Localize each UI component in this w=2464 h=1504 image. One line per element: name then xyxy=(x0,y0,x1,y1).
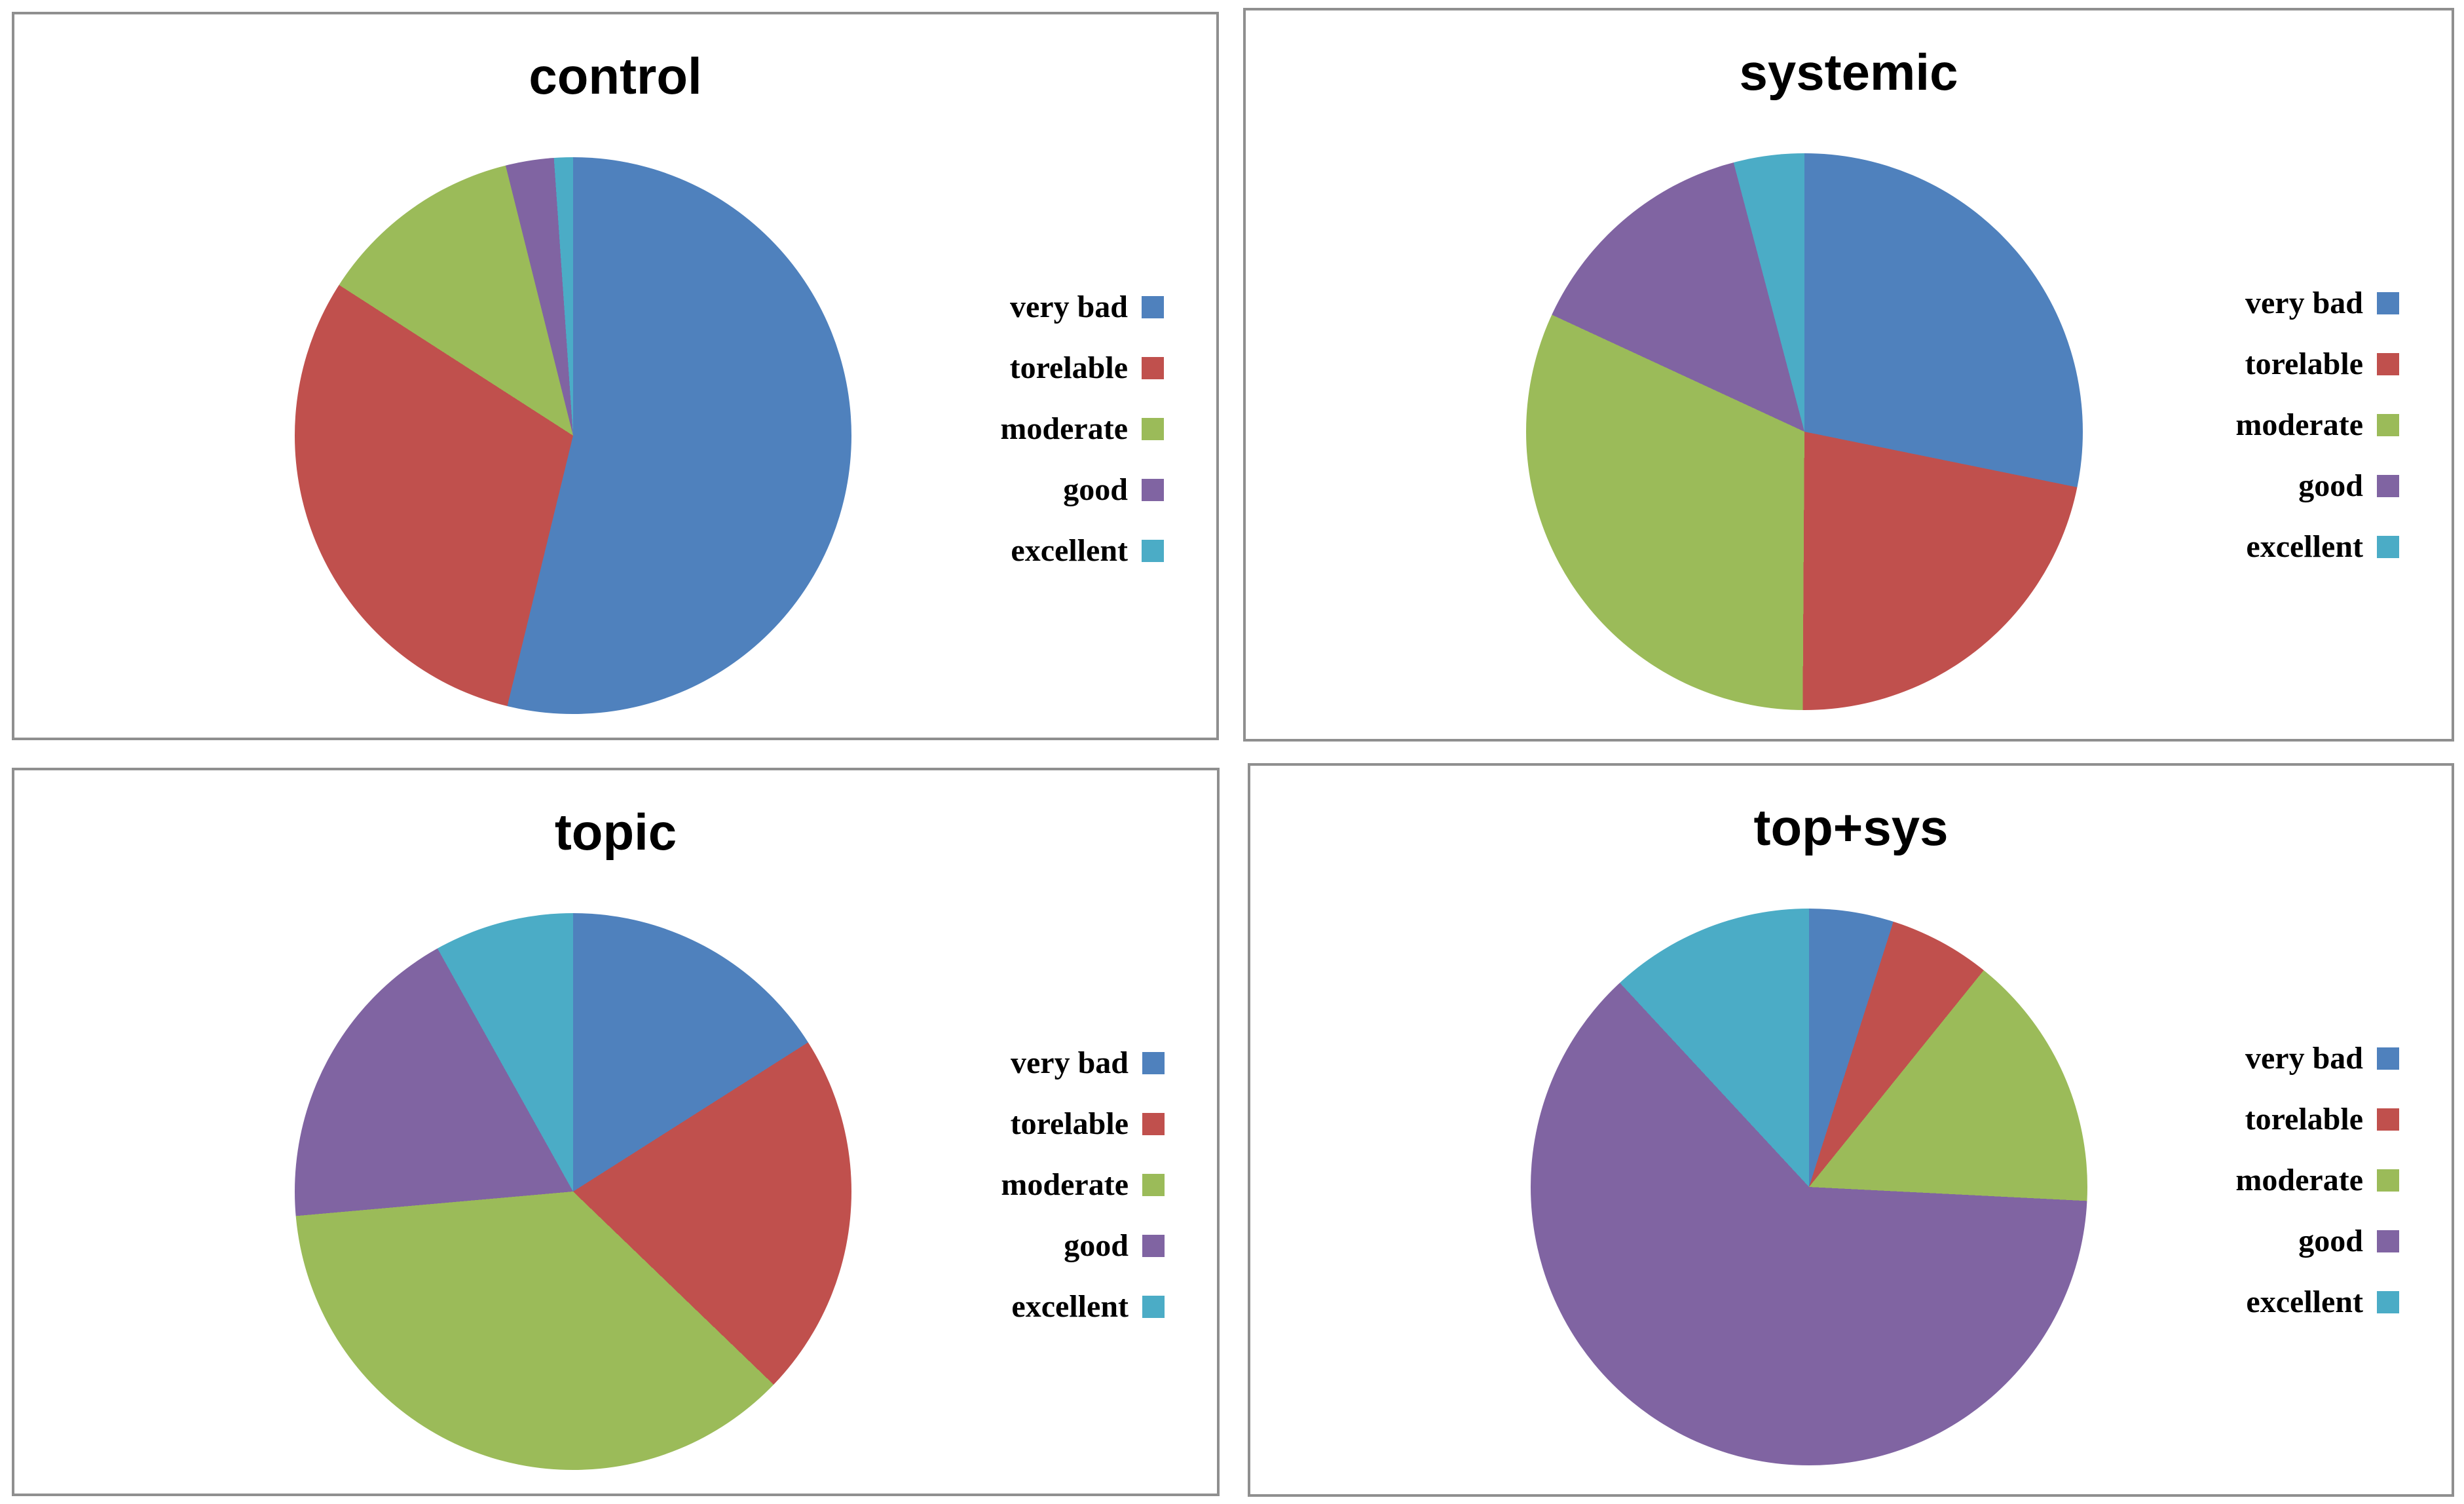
legend-color-swatch-icon xyxy=(2377,353,2399,375)
legend-label: excellent xyxy=(1011,1289,1129,1324)
legend-color-swatch-icon xyxy=(1142,296,1164,318)
legend-item: moderate xyxy=(2235,1163,2399,1197)
legend-item: moderate xyxy=(1000,411,1164,446)
legend-label: moderate xyxy=(2235,1163,2363,1197)
legend-color-swatch-icon xyxy=(1142,540,1164,562)
legend-color-swatch-icon xyxy=(2377,414,2399,436)
legend-color-swatch-icon xyxy=(2377,292,2399,314)
legend-color-swatch-icon xyxy=(1142,1235,1165,1257)
legend-label: very bad xyxy=(2245,1041,2363,1076)
legend-label: moderate xyxy=(2235,407,2363,442)
chart-title: control xyxy=(529,47,702,105)
legend-color-swatch-icon xyxy=(2377,536,2399,558)
legend-item: very bad xyxy=(2235,1041,2399,1076)
legend-color-swatch-icon xyxy=(1142,1296,1165,1318)
legend-item: good xyxy=(1000,472,1164,507)
legend-label: torelable xyxy=(2245,1102,2363,1137)
chart-title: systemic xyxy=(1739,43,1958,101)
legend-label: moderate xyxy=(1001,1167,1129,1202)
legend: very bad torelable moderate good excelle… xyxy=(1000,290,1164,601)
chart-title: top+sys xyxy=(1753,799,1949,856)
legend-color-swatch-icon xyxy=(2377,1169,2399,1192)
legend-color-swatch-icon xyxy=(1142,1174,1165,1196)
legend: very bad torelable moderate good excelle… xyxy=(2235,1041,2399,1352)
pie-chart xyxy=(1531,909,2087,1465)
legend-item: torelable xyxy=(2235,1102,2399,1137)
legend-color-swatch-icon xyxy=(2377,475,2399,497)
legend-item: excellent xyxy=(2235,529,2399,564)
legend-color-swatch-icon xyxy=(1142,479,1164,501)
legend: very bad torelable moderate good excelle… xyxy=(1001,1045,1165,1357)
legend-label: good xyxy=(1064,1228,1129,1263)
legend-label: excellent xyxy=(1011,533,1128,568)
legend-item: good xyxy=(2235,1224,2399,1258)
legend-label: torelable xyxy=(2245,347,2363,381)
legend: very bad torelable moderate good excelle… xyxy=(2235,286,2399,597)
legend-item: good xyxy=(1001,1228,1165,1263)
legend-label: torelable xyxy=(1009,350,1128,385)
legend-label: good xyxy=(1063,472,1128,507)
legend-item: moderate xyxy=(1001,1167,1165,1202)
legend-color-swatch-icon xyxy=(2377,1291,2399,1313)
legend-color-swatch-icon xyxy=(1142,1052,1165,1074)
legend-item: moderate xyxy=(2235,407,2399,442)
chart-panel-top-sys: top+sys very bad torelable moderate good… xyxy=(1248,763,2454,1497)
legend-label: good xyxy=(2298,468,2363,503)
legend-color-swatch-icon xyxy=(1142,418,1164,440)
legend-item: very bad xyxy=(2235,286,2399,320)
chart-panel-systemic: systemic very bad torelable moderate goo… xyxy=(1243,8,2454,742)
legend-label: very bad xyxy=(2245,286,2363,320)
legend-item: very bad xyxy=(1000,290,1164,324)
legend-label: moderate xyxy=(1000,411,1128,446)
legend-label: excellent xyxy=(2246,1285,2363,1319)
legend-color-swatch-icon xyxy=(1142,1113,1165,1135)
legend-item: very bad xyxy=(1001,1045,1165,1080)
pie-chart xyxy=(295,913,851,1470)
pie-chart xyxy=(1526,153,2083,710)
legend-item: torelable xyxy=(1000,350,1164,385)
legend-color-swatch-icon xyxy=(2377,1047,2399,1070)
legend-item: excellent xyxy=(1000,533,1164,568)
legend-label: very bad xyxy=(1010,290,1128,324)
chart-panel-control: control very bad torelable moderate good… xyxy=(12,12,1219,740)
legend-item: torelable xyxy=(1001,1106,1165,1141)
chart-title: topic xyxy=(554,803,677,861)
legend-item: good xyxy=(2235,468,2399,503)
pie-chart xyxy=(295,157,851,714)
legend-color-swatch-icon xyxy=(1142,357,1164,379)
legend-color-swatch-icon xyxy=(2377,1230,2399,1252)
legend-label: torelable xyxy=(1010,1106,1129,1141)
chart-panel-topic: topic very bad torelable moderate good e… xyxy=(12,768,1220,1496)
legend-item: excellent xyxy=(2235,1285,2399,1319)
legend-color-swatch-icon xyxy=(2377,1108,2399,1131)
legend-item: excellent xyxy=(1001,1289,1165,1324)
legend-item: torelable xyxy=(2235,347,2399,381)
legend-label: excellent xyxy=(2246,529,2363,564)
legend-label: good xyxy=(2298,1224,2363,1258)
legend-label: very bad xyxy=(1011,1045,1129,1080)
